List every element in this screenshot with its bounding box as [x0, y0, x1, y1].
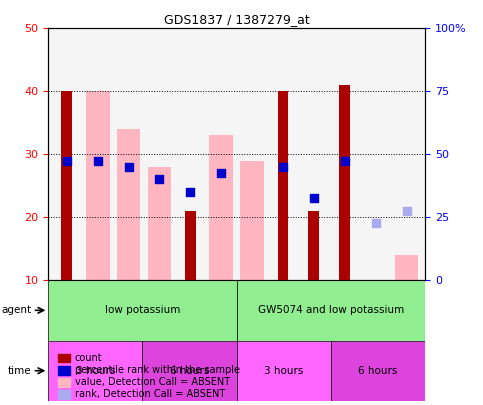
FancyBboxPatch shape — [237, 280, 425, 341]
Title: GDS1837 / 1387279_at: GDS1837 / 1387279_at — [164, 13, 310, 26]
Text: GW5074 and low potassium: GW5074 and low potassium — [258, 305, 404, 315]
Point — [341, 157, 349, 164]
Point — [279, 164, 287, 170]
FancyBboxPatch shape — [237, 341, 331, 401]
Point — [372, 220, 380, 227]
Text: 6 hours: 6 hours — [170, 366, 209, 376]
Bar — [86, 91, 110, 280]
FancyBboxPatch shape — [48, 280, 237, 341]
Bar — [309, 211, 319, 280]
Bar — [148, 167, 171, 280]
FancyBboxPatch shape — [142, 341, 237, 401]
FancyBboxPatch shape — [48, 341, 142, 401]
Point — [186, 189, 194, 195]
Bar — [185, 211, 196, 280]
Point — [156, 176, 163, 183]
Bar — [240, 160, 264, 280]
Bar — [395, 255, 418, 280]
Text: rank, Detection Call = ABSENT: rank, Detection Call = ABSENT — [75, 390, 225, 399]
Bar — [209, 135, 233, 280]
Text: 3 hours: 3 hours — [76, 366, 115, 376]
Point — [217, 170, 225, 176]
Point — [125, 164, 132, 170]
Text: percentile rank within the sample: percentile rank within the sample — [75, 365, 240, 375]
Bar — [278, 91, 288, 280]
Text: 6 hours: 6 hours — [358, 366, 398, 376]
Bar — [61, 91, 72, 280]
Bar — [117, 129, 141, 280]
Point — [94, 157, 101, 164]
Point — [310, 195, 318, 202]
Text: count: count — [75, 353, 102, 363]
Point — [403, 208, 411, 214]
Text: agent: agent — [1, 305, 31, 315]
Text: value, Detection Call = ABSENT: value, Detection Call = ABSENT — [75, 377, 230, 387]
Text: time: time — [7, 366, 31, 376]
FancyBboxPatch shape — [331, 341, 425, 401]
Text: low potassium: low potassium — [105, 305, 180, 315]
Text: 3 hours: 3 hours — [264, 366, 303, 376]
Bar — [340, 85, 350, 280]
Point — [63, 157, 71, 164]
